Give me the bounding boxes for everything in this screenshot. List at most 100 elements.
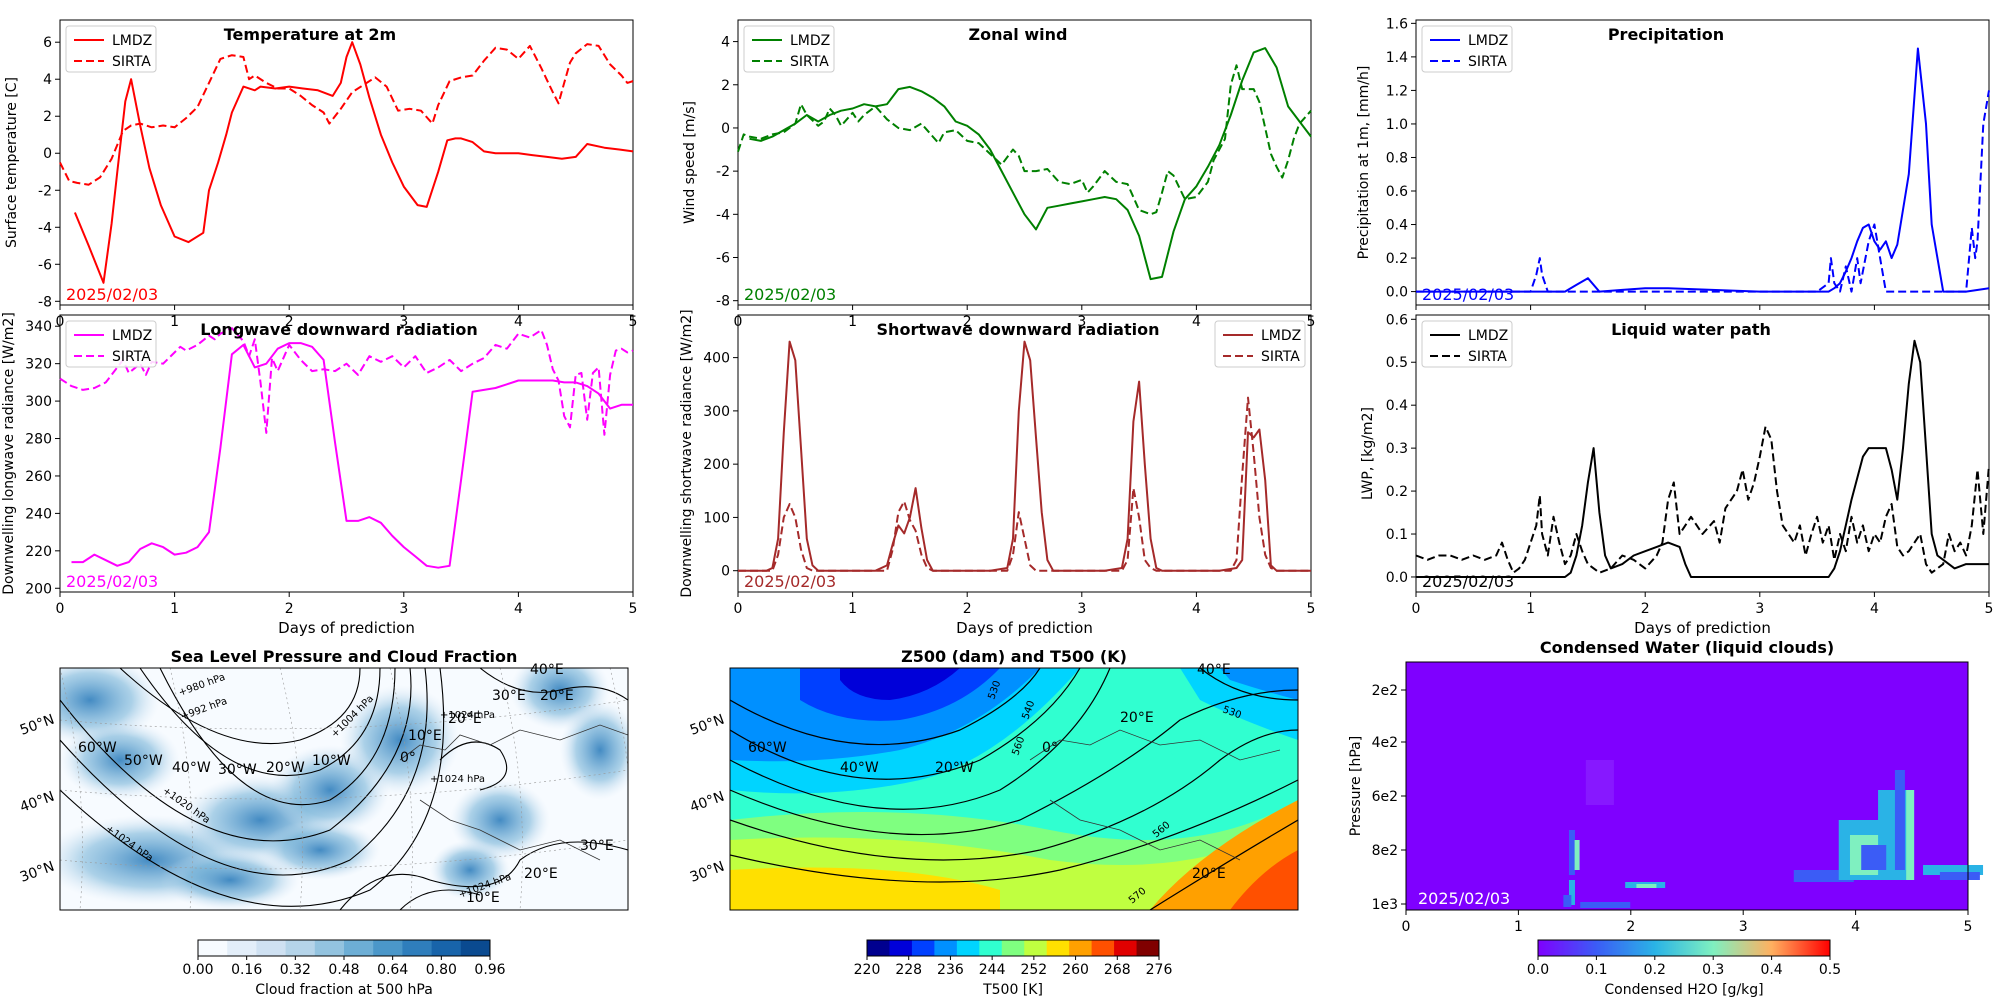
- x-tick-label: 3: [1077, 601, 1086, 617]
- colorbar-cell: [314, 940, 345, 956]
- map-frame: [729, 667, 1299, 911]
- isobar-contour: [139, 668, 381, 777]
- colorbar-tick-label: 0.80: [426, 962, 457, 978]
- chart-title: Temperature at 2m: [224, 25, 396, 44]
- temperature-band: [1230, 850, 1298, 910]
- colorbar-tick-label: 252: [1020, 962, 1047, 978]
- x-tick-label: 4: [1851, 919, 1860, 935]
- y-tick-label: 280: [25, 432, 52, 448]
- map-coordinate-label: 40°N: [18, 789, 57, 816]
- coastline: [399, 724, 628, 861]
- colorbar-gradient: [1537, 939, 1831, 957]
- series-line-lmdz: [1416, 339, 1989, 578]
- y-tick-label: 0.5: [1386, 355, 1408, 371]
- y-tick-label: 0.8: [1386, 150, 1408, 166]
- map-coordinate-label: 50°W: [124, 753, 163, 769]
- series-line-sirta: [1416, 90, 1990, 293]
- legend: LMDZ SIRTA: [1421, 25, 1513, 73]
- legend-label: LMDZ: [112, 328, 152, 344]
- height-contour: [730, 668, 1041, 746]
- x-tick-label: 5: [1964, 919, 1973, 935]
- chart-title: Liquid water path: [1611, 320, 1771, 339]
- temperature-band: [840, 668, 960, 700]
- colorbar-cell: [1001, 940, 1025, 956]
- map-coordinate-label: 20°E: [1192, 866, 1226, 882]
- colorbar-tick-label: 0.16: [231, 962, 262, 978]
- graticule-line: [60, 668, 83, 910]
- legend-label: SIRTA: [112, 349, 151, 365]
- map-coordinate-label: 0°: [1042, 740, 1058, 756]
- x-tick-label: 1: [848, 601, 857, 617]
- height-contour: [730, 668, 1081, 780]
- heatmap-cell: [1568, 880, 1575, 905]
- x-tick-label: 2: [963, 314, 972, 330]
- y-axis-label: Downwelling shortwave radiance [W/m2]: [679, 309, 695, 597]
- map-coordinate-label: 40°W: [172, 760, 211, 776]
- colorbar-cell: [1046, 940, 1070, 956]
- temperature-band: [1220, 668, 1298, 700]
- y-tick-label: 340: [25, 319, 52, 335]
- series-line-lmdz: [71, 342, 633, 569]
- chart-title: Sea Level Pressure and Cloud Fraction: [171, 647, 518, 666]
- y-tick-label: 0.0: [1386, 285, 1408, 301]
- colorbar: 220 228 236 244 252 260 268 276 T500 [K]: [854, 939, 1172, 998]
- date-label: 2025/02/03: [744, 572, 836, 591]
- series-line-sirta: [1415, 425, 1990, 574]
- map-coordinate-label: 60°W: [78, 740, 117, 756]
- cloud-patch: [260, 820, 380, 880]
- colorbar-cell: [344, 940, 374, 956]
- contour-label: +1024 hPa: [430, 774, 485, 785]
- heatmap-cell: [1563, 895, 1572, 907]
- y-tick-label: 0.2: [1386, 484, 1408, 500]
- series-line-lmdz: [749, 47, 1312, 281]
- isobar-contour: [60, 668, 445, 907]
- y-tick-label: 0.1: [1386, 527, 1408, 543]
- y-tick-label: -8: [716, 294, 730, 310]
- colorbar-cell: [256, 940, 287, 956]
- map-coordinate-label: 30°E: [580, 838, 614, 854]
- map-coordinate-label: 10°W: [312, 753, 351, 769]
- colorbar-cell: [285, 940, 316, 956]
- colorbar-cell: [1114, 940, 1138, 956]
- colorbar-tick-label: 0.2: [1644, 962, 1666, 978]
- y-tick-label: 1.4: [1386, 50, 1408, 66]
- y-tick-label: -8: [38, 294, 52, 310]
- map-coordinate-label: 50°N: [688, 712, 727, 739]
- isobar-contour: [159, 668, 396, 806]
- plot-frame: [737, 19, 1312, 306]
- x-tick-label: 0: [1412, 601, 1421, 617]
- y-tick-label: 0.0: [1386, 570, 1408, 586]
- x-tick-label: 5: [629, 601, 638, 617]
- map-coordinate-label: 40°E: [530, 662, 564, 678]
- colorbar-tick-label: 0.5: [1819, 962, 1841, 978]
- graticule-line: [389, 668, 413, 910]
- y-tick-label: 0.6: [1386, 312, 1408, 328]
- colorbar-cell: [934, 940, 958, 956]
- legend-label: SIRTA: [1468, 349, 1507, 365]
- coastline: [1029, 729, 1281, 861]
- x-tick-label: 3: [1739, 919, 1748, 935]
- legend-label: SIRTA: [112, 54, 151, 70]
- map-coordinate-label: 20°E: [524, 866, 558, 882]
- legend-label: LMDZ: [1261, 328, 1301, 344]
- height-contour: [730, 689, 1298, 836]
- colorbar-cell: [1091, 940, 1115, 956]
- colorbar-label: T500 [K]: [982, 982, 1043, 998]
- series-line-sirta: [59, 327, 634, 436]
- series-line-sirta: [738, 396, 1311, 572]
- heatmap-cell: [1585, 760, 1614, 805]
- legend: LMDZ SIRTA: [743, 25, 835, 73]
- plot-frame: [1405, 661, 1969, 911]
- graticule-line: [169, 668, 193, 910]
- colorbar-cell: [979, 940, 1003, 956]
- x-axis-label: Days of prediction: [278, 619, 415, 637]
- colorbar-cell: [1024, 940, 1048, 956]
- chart-title: Zonal wind: [969, 25, 1068, 44]
- x-tick-label: 2: [1641, 601, 1650, 617]
- plot-frame: [59, 314, 634, 593]
- map-coordinate-label: 40°E: [1197, 662, 1231, 678]
- height-contour: [730, 779, 1298, 883]
- plot-frame: [737, 314, 1312, 593]
